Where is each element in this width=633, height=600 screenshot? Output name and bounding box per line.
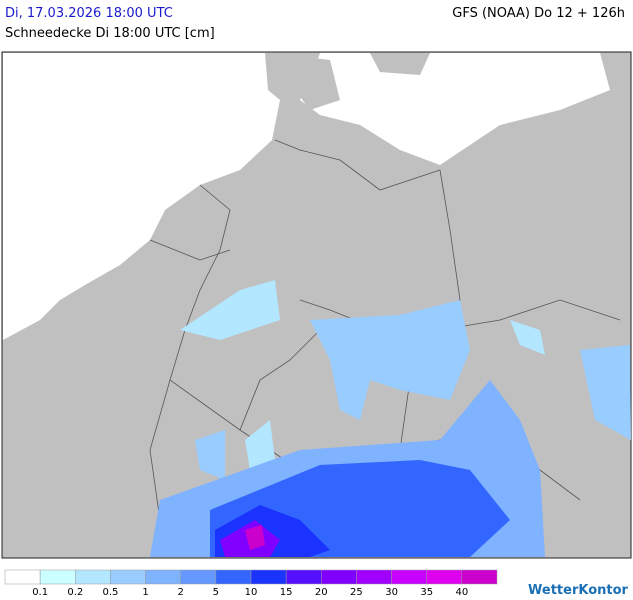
legend-swatch [215,569,252,585]
legend-label: 0.1 [32,587,48,598]
legend-label: 40 [455,587,468,598]
legend-label: 25 [350,587,363,598]
map-title: Schneedecke Di 18:00 UTC [cm] [5,26,215,41]
legend-label: 0.2 [67,587,83,598]
legend-label: 5 [213,587,219,598]
denmark [290,55,340,110]
snow [150,280,631,557]
legend-label: 2 [178,587,184,598]
legend-swatch [39,569,76,585]
legend-swatch [4,569,41,585]
legend-swatch [110,569,146,585]
north-sea [3,53,280,340]
legend-swatch [75,569,111,585]
legend-label: 10 [245,587,258,598]
legend-label: 35 [420,587,433,598]
legend-label: 1 [142,587,148,598]
date: Di, 17.03.2026 18:00 UTC [5,6,173,21]
sweden [370,53,430,75]
legend-swatch [285,569,322,585]
legend-swatch [461,569,498,585]
model: GFS (NOAA) Do 12 + 126h [452,6,625,21]
legend-swatch [180,569,217,585]
legend-label: 20 [315,587,328,598]
legend-swatch [321,569,357,585]
legend-swatch [250,569,287,585]
legend-swatch [145,569,181,585]
legend-label: 15 [280,587,293,598]
baltic-sea [300,53,610,165]
legend-label: 30 [385,587,398,598]
legend-swatch [356,569,392,585]
legend-swatch [426,569,463,585]
legend-label: 0.5 [102,587,118,598]
logo: WetterKontor [528,583,629,598]
legend-swatch [391,569,427,585]
